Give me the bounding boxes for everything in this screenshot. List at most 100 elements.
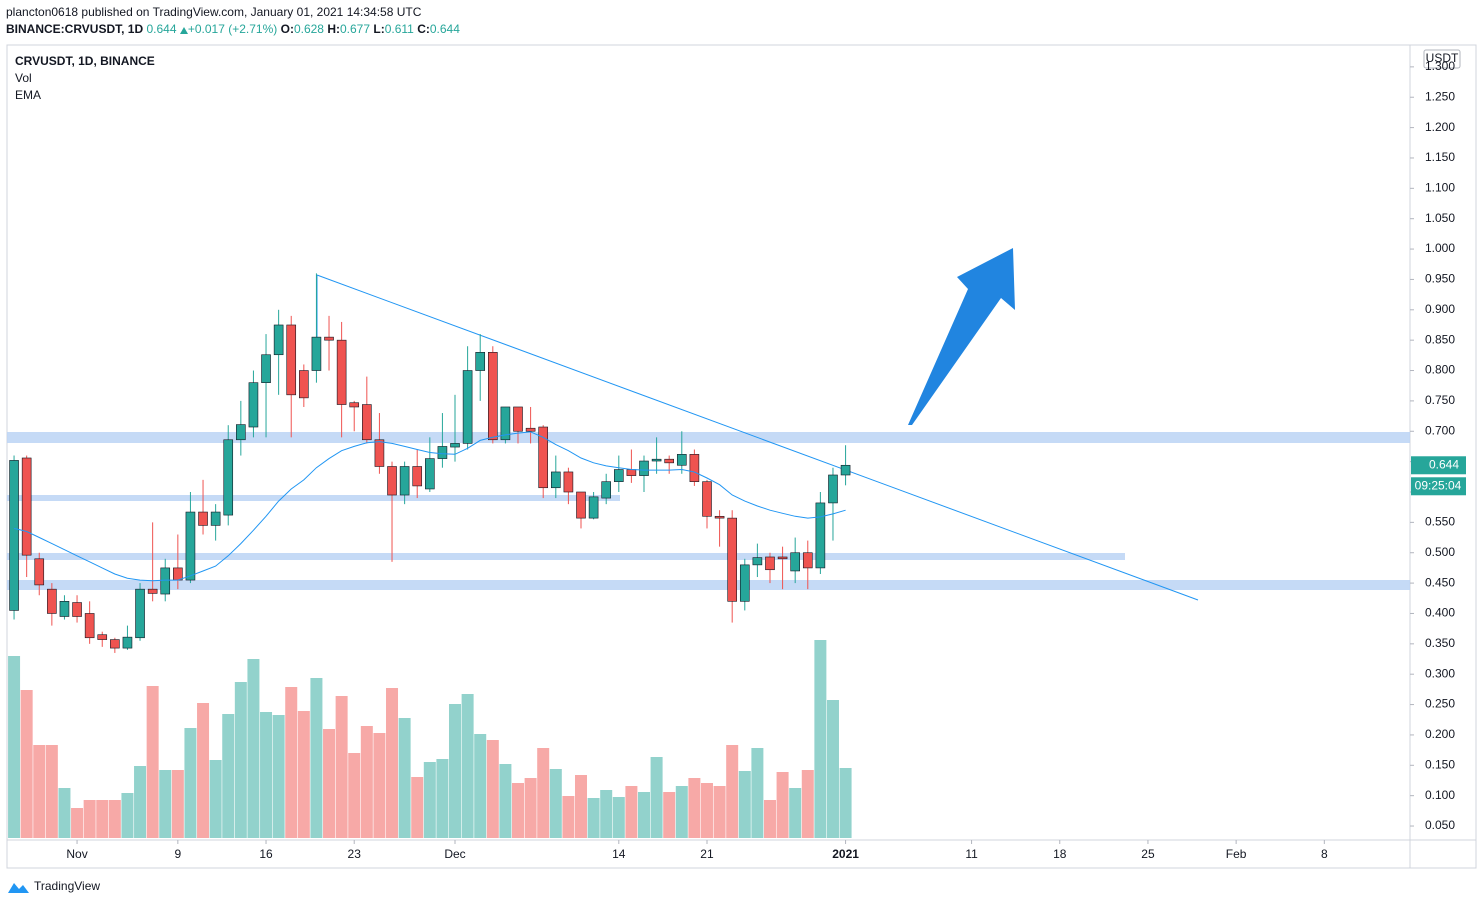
y-tick-label: 0.350: [1425, 636, 1455, 650]
candle-body: [450, 443, 460, 448]
volume-bar: [486, 740, 499, 838]
volume-bar: [134, 766, 147, 838]
y-tick-label: 0.150: [1425, 757, 1455, 771]
y-tick-label: 0.400: [1425, 606, 1455, 620]
chart-frame: [6, 44, 1477, 869]
candle-body: [185, 511, 196, 581]
volume-bar: [801, 770, 814, 838]
y-tick-label: 0.550: [1425, 515, 1455, 529]
volume-bar: [20, 690, 33, 838]
ema-line: [13, 431, 846, 582]
candle-body: [299, 370, 309, 399]
volume-bar: [789, 788, 802, 838]
volume-bar: [348, 753, 361, 838]
x-tick-label: 25: [1141, 847, 1155, 861]
legend-entry: EMA: [15, 88, 42, 102]
ohlc-label: O:: [280, 22, 294, 36]
volume-bar: [297, 711, 310, 838]
candle-body: [462, 370, 473, 444]
volume-bar: [285, 687, 298, 838]
candle-body: [815, 502, 826, 569]
candle-body: [324, 336, 334, 341]
candle-body: [790, 552, 800, 572]
volume-bar: [537, 748, 550, 838]
volume-bar: [751, 748, 764, 838]
legend-entry: CRVUSDT, 1D, BINANCE: [15, 54, 155, 68]
y-tick-label: 0.050: [1425, 818, 1455, 832]
volume-bar: [45, 745, 58, 838]
countdown: 09:25:04: [1415, 478, 1462, 492]
candle-body: [840, 464, 851, 476]
volume-bar: [222, 714, 235, 838]
candle-body: [828, 474, 838, 504]
currency-box: [1423, 49, 1461, 69]
candle-body: [59, 601, 70, 617]
candle-body: [248, 382, 259, 428]
candle-body: [613, 469, 624, 482]
volume-bar: [33, 745, 46, 838]
x-tick-label: Nov: [66, 847, 87, 861]
volume-bar: [461, 694, 474, 838]
trend-line: [316, 274, 1199, 601]
y-tick-label: 0.250: [1425, 697, 1455, 711]
y-tick-label: 1.100: [1425, 181, 1455, 195]
y-tick-label: 0.750: [1425, 393, 1455, 407]
candle-body: [475, 352, 486, 371]
x-tick-label: 16: [259, 847, 273, 861]
candle-body: [97, 634, 108, 640]
y-tick-label: 1.000: [1425, 241, 1455, 255]
candle-body: [752, 557, 763, 566]
currency: USDT: [1426, 51, 1459, 65]
volume-bar: [474, 734, 487, 838]
volume-bar: [209, 760, 222, 838]
candle-body: [387, 466, 397, 496]
ohlc-label: L:: [373, 22, 385, 36]
volume-bar: [121, 793, 134, 838]
candle-body: [122, 636, 133, 649]
footer: TradingView: [8, 879, 100, 893]
volume-bar: [398, 718, 411, 838]
x-tick-label: 9: [174, 847, 181, 861]
y-tick-label: 1.150: [1425, 150, 1455, 164]
last-price-box: [1411, 456, 1466, 475]
volume-bar: [260, 712, 273, 838]
volume-bar: [373, 733, 386, 838]
candle-body: [84, 613, 95, 639]
candle-body: [739, 564, 750, 602]
change: +0.017 (+2.71%): [187, 22, 278, 36]
candle-body: [72, 602, 82, 617]
y-tick-label: 1.250: [1425, 89, 1455, 103]
candle-body: [135, 588, 145, 639]
candle-body: [525, 427, 536, 432]
candle-body: [664, 458, 674, 464]
y-tick-label: 0.700: [1425, 423, 1455, 437]
x-tick-label: 11: [965, 847, 978, 861]
y-tick-label: 0.900: [1425, 302, 1455, 316]
volume-bar: [423, 762, 436, 838]
y-tick-label: 0.950: [1425, 272, 1455, 286]
candle-body: [538, 426, 549, 489]
brand: TradingView: [34, 879, 100, 893]
volume-bar: [386, 688, 399, 838]
candle-body: [727, 517, 737, 602]
volume-bar: [360, 726, 373, 838]
candle-body: [34, 558, 45, 586]
candle-body: [676, 454, 687, 466]
volume-pane: [8, 640, 852, 838]
ohlc-label: C:: [417, 22, 430, 36]
y-tick-label: 1.200: [1425, 120, 1455, 134]
candle-body: [236, 424, 246, 441]
x-tick-label: Feb: [1226, 847, 1247, 861]
candle-body: [374, 439, 385, 467]
candle-body: [147, 588, 158, 594]
volume-bar: [449, 704, 462, 838]
candle-body: [639, 460, 649, 476]
candle-body: [261, 354, 271, 383]
zone: [7, 553, 1125, 560]
up-icon: [179, 26, 188, 34]
volume-bar: [96, 800, 109, 838]
candle-body: [513, 406, 523, 432]
candle-body: [223, 439, 234, 516]
candle-body: [488, 352, 498, 441]
